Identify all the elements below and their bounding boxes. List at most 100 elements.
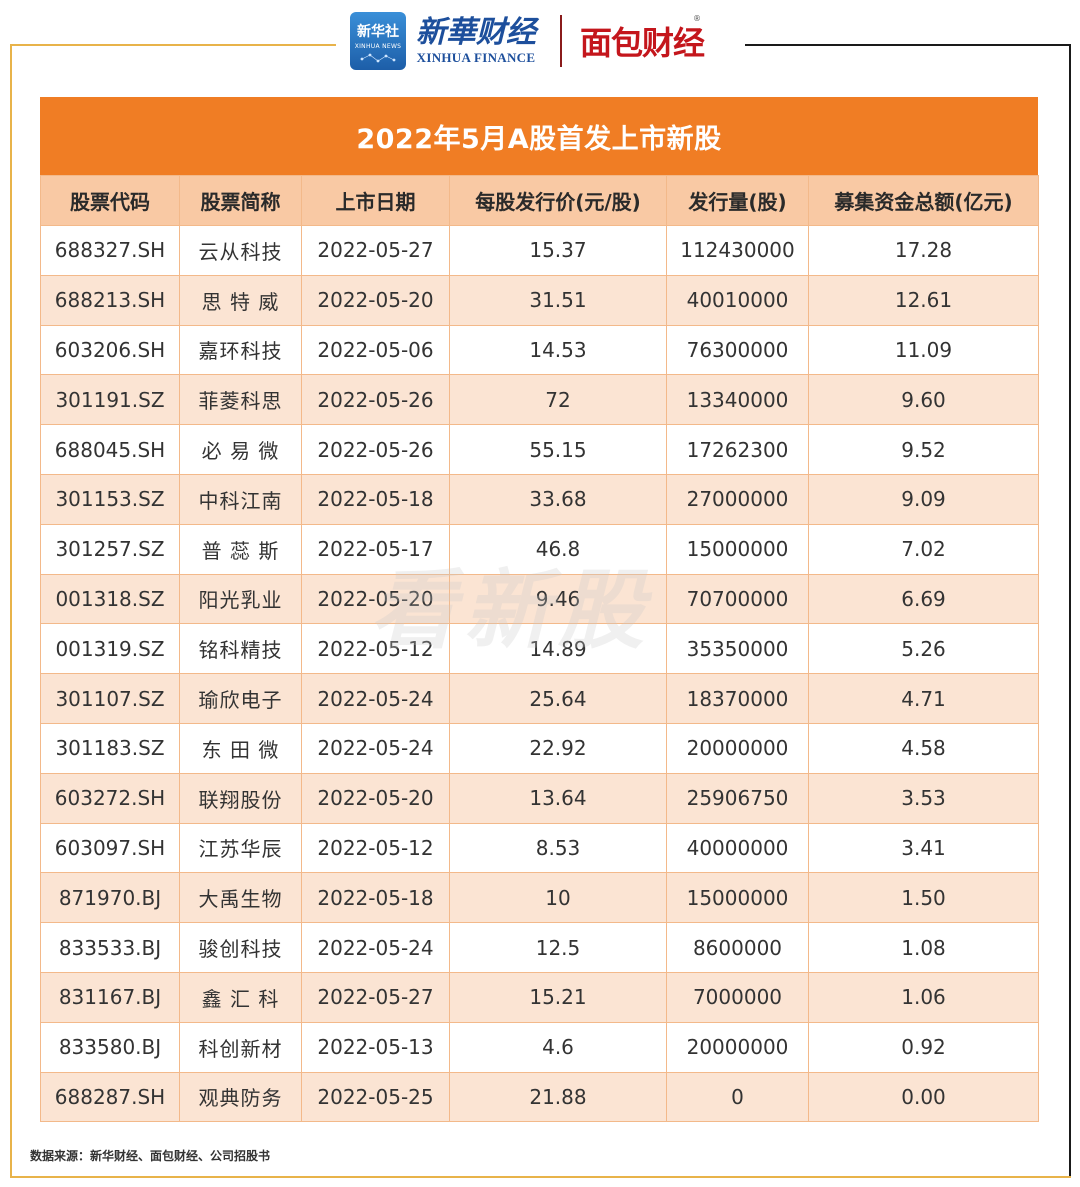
listing-date-cell: 2022-05-12 (301, 822, 450, 874)
column-header: 发行量(股) (666, 175, 809, 226)
xinhua-finance-logo: 新華财经 XINHUA FINANCE (416, 16, 536, 66)
raised-funds-cell: 9.52 (808, 424, 1039, 475)
listing-date-cell: 2022-05-20 (301, 772, 450, 824)
listing-date-cell: 2022-05-24 (301, 722, 450, 774)
stock-code-cell: 603272.SH (40, 772, 180, 824)
issue-volume-cell: 20000000 (666, 1021, 809, 1073)
raised-funds-cell: 1.06 (808, 971, 1039, 1023)
raised-funds-cell: 9.60 (808, 374, 1039, 426)
raised-funds-cell: 1.08 (808, 922, 1039, 973)
table-row: 001319.SZ 铭科精技 2022-05-12 14.89 35350000 5.26 (40, 623, 1039, 675)
raised-funds-cell: 9.09 (808, 473, 1039, 525)
stock-name-cell: 菲菱科思 (179, 374, 302, 426)
listing-date-cell: 2022-05-26 (301, 374, 450, 426)
raised-funds-cell: 17.28 (808, 225, 1039, 276)
stock-code-cell: 833533.BJ (40, 922, 180, 973)
table-row: 603206.SH 嘉环科技 2022-05-06 14.53 76300000 11.0… (40, 324, 1039, 376)
issue-price-cell: 14.53 (449, 324, 667, 376)
raised-funds-cell: 0.92 (808, 1021, 1039, 1073)
listing-date-cell: 2022-05-18 (301, 872, 450, 924)
table-row: 688327.SH 云从科技 2022-05-27 15.37 112430000 17.… (40, 225, 1039, 276)
issue-volume-cell: 15000000 (666, 872, 809, 924)
listing-date-cell: 2022-05-06 (301, 324, 450, 376)
ipo-table-container: 2022年5月A股首发上市新股 股票代码 股票简称 上市日期 每股发行价(元/股) 发行… (40, 97, 1039, 1123)
raised-funds-cell: 11.09 (808, 324, 1039, 376)
table-row: 833580.BJ 科创新材 2022-05-13 4.6 20000000 0.92 (40, 1021, 1039, 1073)
issue-price-cell: 10 (449, 872, 667, 924)
issue-price-cell: 13.64 (449, 772, 667, 824)
listing-date-cell: 2022-05-20 (301, 274, 450, 326)
issue-volume-cell: 76300000 (666, 324, 809, 376)
table-header-row: 股票代码 股票简称 上市日期 每股发行价(元/股) 发行量(股) 募集资金总额(亿元) (40, 175, 1039, 226)
table-row: 301183.SZ 东 田 微 2022-05-24 22.92 20000000 4.5… (40, 722, 1039, 774)
stock-name-cell: 阳光乳业 (179, 573, 302, 625)
issue-price-cell: 55.15 (449, 424, 667, 475)
issue-volume-cell: 0 (666, 1071, 809, 1123)
stock-name-cell: 必 易 微 (179, 424, 302, 475)
issue-volume-cell: 40010000 (666, 274, 809, 326)
frame-top-right-line (745, 44, 1071, 46)
stock-code-cell: 603097.SH (40, 822, 180, 874)
stock-name-cell: 中科江南 (179, 473, 302, 525)
xinhua-finance-cn: 新華财经 (416, 15, 536, 50)
raised-funds-cell: 5.26 (808, 623, 1039, 675)
stock-code-cell: 833580.BJ (40, 1021, 180, 1073)
table-row: 603097.SH 江苏华辰 2022-05-12 8.53 40000000 3.41 (40, 822, 1039, 874)
frame-left-line (10, 44, 12, 1177)
table-row: 688287.SH 观典防务 2022-05-25 21.88 0 0.00 (40, 1071, 1039, 1123)
raised-funds-cell: 3.53 (808, 772, 1039, 824)
raised-funds-cell: 4.71 (808, 673, 1039, 724)
listing-date-cell: 2022-05-20 (301, 573, 450, 625)
stock-code-cell: 688327.SH (40, 225, 180, 276)
issue-price-cell: 46.8 (449, 523, 667, 575)
stock-name-cell: 东 田 微 (179, 722, 302, 774)
stock-code-cell: 301257.SZ (40, 523, 180, 575)
table-row: 001318.SZ 阳光乳业 2022-05-20 9.46 70700000 6.69 (40, 573, 1039, 625)
issue-volume-cell: 17262300 (666, 424, 809, 475)
stock-code-cell: 301191.SZ (40, 374, 180, 426)
raised-funds-cell: 1.50 (808, 872, 1039, 924)
stock-code-cell: 871970.BJ (40, 872, 180, 924)
stock-name-cell: 大禹生物 (179, 872, 302, 924)
table-row: 301257.SZ 普 蕊 斯 2022-05-17 46.8 15000000 7.02 (40, 523, 1039, 575)
column-header: 上市日期 (301, 175, 450, 226)
table-title: 2022年5月A股首发上市新股 (40, 97, 1038, 175)
mianbao-finance-text: 面包财经 (580, 24, 705, 62)
listing-date-cell: 2022-05-27 (301, 225, 450, 276)
listing-date-cell: 2022-05-25 (301, 1071, 450, 1123)
registered-mark: ® (693, 14, 701, 23)
listing-date-cell: 2022-05-24 (301, 673, 450, 724)
issue-price-cell: 15.37 (449, 225, 667, 276)
issue-price-cell: 25.64 (449, 673, 667, 724)
issue-price-cell: 15.21 (449, 971, 667, 1023)
issue-volume-cell: 20000000 (666, 722, 809, 774)
table-row: 301153.SZ 中科江南 2022-05-18 33.68 27000000 9.09 (40, 473, 1039, 525)
stock-code-cell: 301107.SZ (40, 673, 180, 724)
listing-date-cell: 2022-05-17 (301, 523, 450, 575)
issue-price-cell: 12.5 (449, 922, 667, 973)
issue-price-cell: 14.89 (449, 623, 667, 675)
issue-price-cell: 72 (449, 374, 667, 426)
issue-price-cell: 31.51 (449, 274, 667, 326)
stock-name-cell: 瑜欣电子 (179, 673, 302, 724)
stock-name-cell: 科创新材 (179, 1021, 302, 1073)
issue-price-cell: 33.68 (449, 473, 667, 525)
table-row: 301191.SZ 菲菱科思 2022-05-26 72 13340000 9.60 (40, 374, 1039, 426)
table-row: 301107.SZ 瑜欣电子 2022-05-24 25.64 18370000 4.71 (40, 673, 1039, 724)
raised-funds-cell: 3.41 (808, 822, 1039, 874)
stock-name-cell: 铭科精技 (179, 623, 302, 675)
raised-funds-cell: 6.69 (808, 573, 1039, 625)
issue-volume-cell: 27000000 (666, 473, 809, 525)
column-header: 募集资金总额(亿元) (808, 175, 1039, 226)
stock-name-cell: 联翔股份 (179, 772, 302, 824)
issue-price-cell: 22.92 (449, 722, 667, 774)
column-header: 股票简称 (179, 175, 302, 226)
listing-date-cell: 2022-05-24 (301, 922, 450, 973)
issue-price-cell: 9.46 (449, 573, 667, 625)
raised-funds-cell: 0.00 (808, 1071, 1039, 1123)
stock-code-cell: 603206.SH (40, 324, 180, 376)
frame-right-line (1069, 44, 1071, 1177)
issue-volume-cell: 112430000 (666, 225, 809, 276)
issue-volume-cell: 18370000 (666, 673, 809, 724)
issue-volume-cell: 35350000 (666, 623, 809, 675)
